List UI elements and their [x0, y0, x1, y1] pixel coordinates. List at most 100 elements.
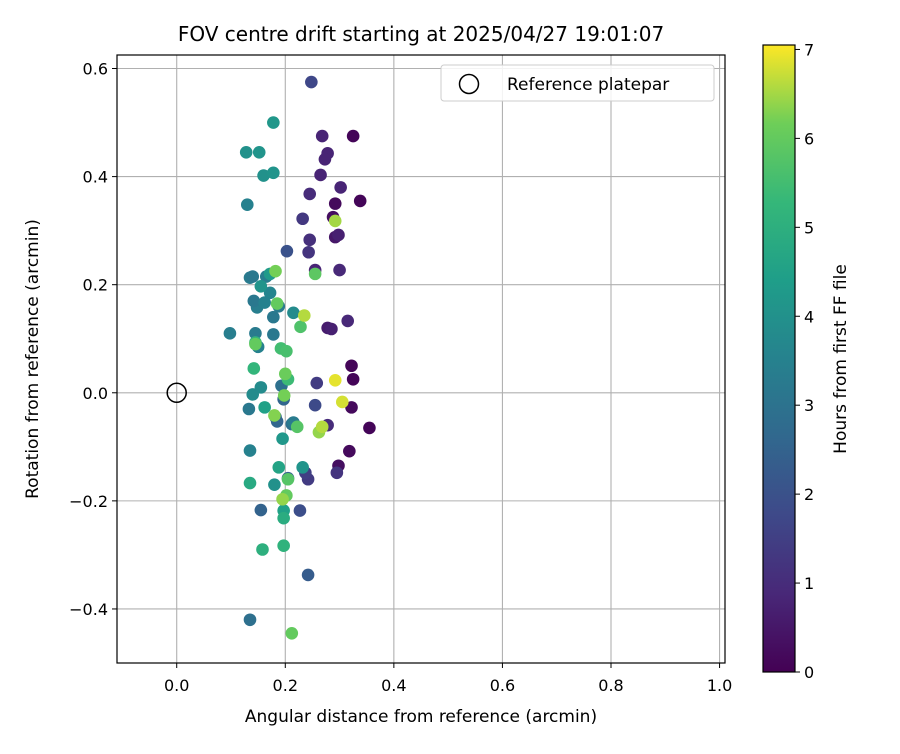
- data-point: [303, 233, 317, 247]
- data-point: [308, 267, 322, 281]
- data-point: [269, 264, 282, 278]
- data-point: [297, 309, 311, 322]
- data-point: [353, 194, 367, 208]
- data-point: [281, 472, 295, 486]
- data-point: [341, 314, 355, 328]
- data-point: [246, 270, 260, 283]
- data-point: [285, 626, 299, 640]
- colorbar: 0 1 2 3 4 5 6 7 Hours from first FF file: [762, 40, 851, 682]
- data-point: [258, 296, 271, 309]
- data-point: [305, 75, 318, 89]
- data-point: [346, 372, 360, 386]
- data-point: [276, 432, 289, 446]
- colorbar-tick-label: 2: [804, 485, 814, 504]
- data-point: [249, 327, 262, 340]
- data-point: [267, 328, 280, 341]
- y-tick-label: 0.6: [83, 60, 108, 79]
- legend: Reference platepar: [440, 64, 715, 102]
- y-tick-label: 0.2: [83, 276, 108, 295]
- y-axis-label: Rotation from reference (arcmin): [23, 219, 43, 499]
- data-point: [247, 362, 261, 375]
- data-point: [268, 409, 281, 422]
- data-point: [363, 421, 376, 435]
- data-point: [254, 381, 268, 394]
- reference-platepar-marker: [166, 382, 187, 404]
- data-point: [334, 181, 347, 194]
- colorbar-tick-label: 1: [804, 574, 814, 593]
- data-point: [277, 511, 290, 525]
- data-point: [345, 359, 358, 373]
- data-point: [328, 214, 342, 228]
- x-tick-label: 0.4: [381, 676, 406, 695]
- x-axis-ticks: 0.0 0.2 0.4 0.6 0.8 1.0: [164, 663, 732, 695]
- y-tick-label: 0.4: [83, 168, 108, 187]
- legend-box: [440, 64, 715, 102]
- data-point: [310, 376, 324, 390]
- data-point: [302, 245, 315, 259]
- data-point: [256, 543, 269, 556]
- colorbar-tick-label: 5: [804, 218, 814, 237]
- colorbar-label: Hours from first FF file: [831, 264, 851, 454]
- colorbar-gradient: [762, 44, 796, 673]
- colorbar-ticks: 0 1 2 3 4 5 6 7: [795, 40, 814, 682]
- data-point: [243, 613, 257, 627]
- data-point: [242, 402, 256, 416]
- data-point: [272, 461, 286, 474]
- data-point: [296, 461, 309, 474]
- x-tick-label: 0.6: [490, 676, 515, 695]
- data-point: [308, 398, 322, 412]
- data-point: [287, 306, 300, 320]
- grid: [117, 55, 725, 663]
- chart-title: FOV centre drift starting at 2025/04/27 …: [178, 22, 664, 46]
- data-point: [325, 322, 338, 336]
- colorbar-tick-label: 0: [804, 663, 814, 682]
- data-point: [270, 297, 284, 310]
- data-point: [254, 503, 268, 517]
- data-point: [276, 492, 289, 506]
- data-point: [333, 263, 346, 277]
- data-point: [294, 320, 307, 334]
- x-tick-label: 0.0: [164, 676, 189, 695]
- data-point: [268, 478, 281, 491]
- data-point: [303, 187, 317, 201]
- data-point: [293, 504, 307, 517]
- data-point: [318, 153, 332, 166]
- data-point: [315, 129, 329, 143]
- data-point: [223, 327, 237, 340]
- legend-label: Reference platepar: [507, 75, 669, 95]
- data-point: [243, 444, 257, 457]
- y-tick-label: 0.0: [83, 384, 108, 403]
- data-point: [301, 568, 315, 582]
- data-point: [332, 228, 345, 242]
- y-axis-ticks: −0.4 −0.2 0.0 0.2 0.4 0.6: [69, 60, 117, 619]
- plot-frame: [116, 54, 726, 664]
- y-tick-label: −0.4: [69, 600, 108, 619]
- data-point: [239, 145, 253, 159]
- data-point: [335, 395, 349, 409]
- data-point: [278, 367, 292, 381]
- data-point: [346, 129, 360, 143]
- legend-marker-icon: [458, 73, 480, 95]
- data-point: [296, 212, 309, 226]
- data-point: [252, 145, 266, 159]
- x-axis-label: Angular distance from reference (arcmin): [245, 707, 597, 727]
- data-point: [345, 401, 358, 414]
- colorbar-tick-label: 6: [804, 129, 814, 148]
- data-point: [247, 294, 261, 308]
- data-point: [290, 420, 304, 434]
- data-point: [343, 444, 356, 458]
- data-point: [263, 286, 277, 300]
- colorbar-tick-label: 4: [804, 307, 814, 326]
- data-point: [258, 401, 271, 414]
- data-point: [267, 166, 280, 180]
- data-point: [280, 344, 293, 358]
- data-point: [267, 310, 280, 324]
- data-point: [314, 168, 327, 182]
- x-tick-label: 0.2: [273, 676, 298, 695]
- data-point: [315, 420, 329, 434]
- data-point: [277, 389, 291, 402]
- data-point: [240, 198, 254, 212]
- data-point: [254, 280, 268, 293]
